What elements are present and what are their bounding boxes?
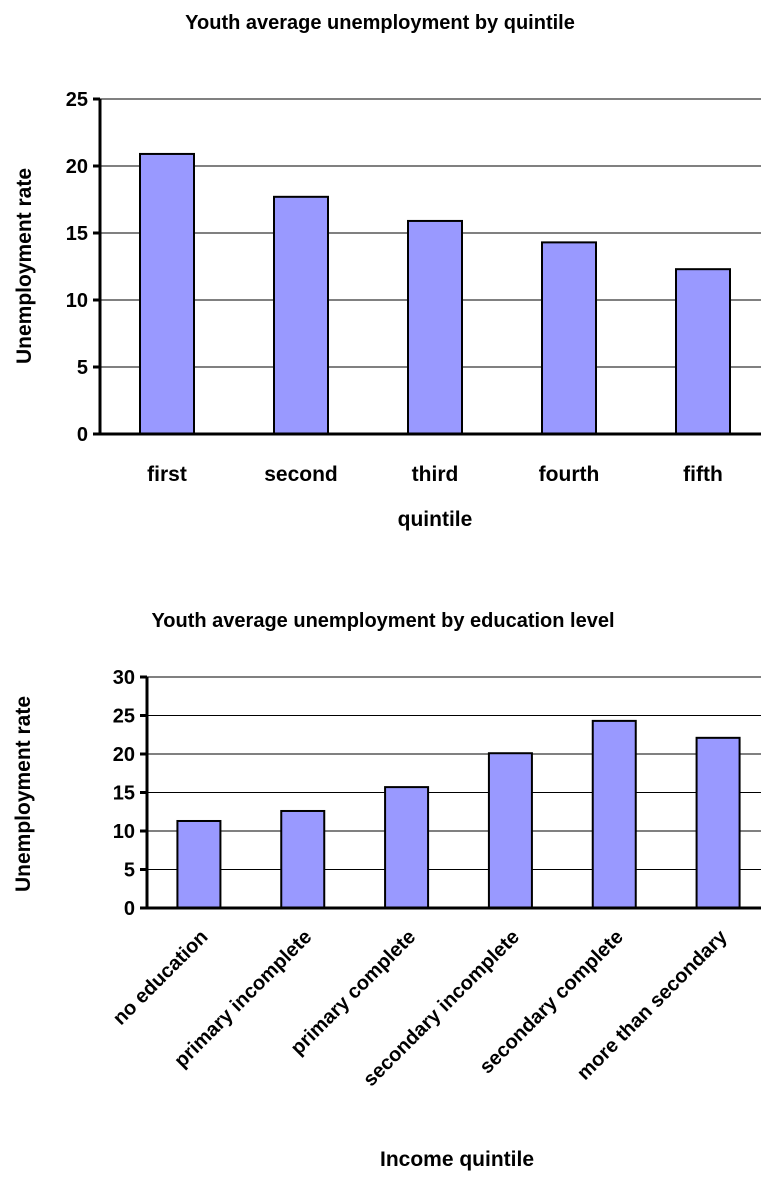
chart-1-x-ticks: first second third fourth fifth	[147, 463, 723, 486]
y-tick-label: 5	[77, 357, 88, 379]
chart-2-x-axis-label: Income quintile	[380, 1148, 534, 1171]
x-tick-label: third	[412, 463, 459, 486]
bar	[541, 241, 597, 435]
chart-1-title: Youth average unemployment by quintile	[185, 12, 575, 34]
chart-quintile: Youth average unemployment by quintile 0…	[13, 12, 761, 531]
bar	[273, 195, 329, 435]
chart-2-gridlines	[147, 676, 761, 870]
x-tick-label: fourth	[539, 463, 600, 486]
y-tick-label: 25	[113, 706, 135, 728]
bar	[176, 819, 222, 909]
x-tick-label: no education	[109, 926, 213, 1030]
y-tick-label: 30	[113, 667, 135, 689]
chart-2-y-axis-label: Unemployment rate	[12, 696, 35, 892]
y-tick-label: 5	[124, 860, 135, 882]
chart-1-bars	[139, 152, 731, 435]
x-tick-label: second	[264, 463, 338, 486]
y-tick-label: 10	[66, 290, 88, 312]
y-tick-label: 15	[66, 223, 88, 245]
y-tick-label: 15	[113, 783, 135, 805]
y-tick-label: 25	[66, 89, 88, 111]
y-tick-label: 10	[113, 821, 135, 843]
bar	[384, 786, 430, 909]
bar	[591, 719, 637, 910]
x-tick-label: first	[147, 463, 187, 486]
x-tick-label: fifth	[683, 463, 723, 486]
bar	[487, 752, 533, 909]
chart-2-title: Youth average unemployment by education …	[151, 610, 614, 632]
chart-education: Youth average unemployment by education …	[12, 610, 761, 1171]
chart-1-x-axis-label: quintile	[398, 508, 473, 531]
bar	[407, 219, 463, 435]
bar	[280, 809, 326, 909]
chart-1-y-axis-label: Unemployment rate	[13, 168, 36, 364]
chart-1-y-ticks: 0 5 10 15 20 25	[66, 89, 100, 446]
y-tick-label: 0	[77, 424, 88, 446]
bar	[675, 268, 731, 435]
y-tick-label: 20	[113, 744, 135, 766]
chart-2-y-ticks: 0 5 10 15 20 25 30	[113, 667, 147, 920]
chart-2-bars	[176, 719, 741, 910]
y-tick-label: 0	[124, 898, 135, 920]
bar	[695, 736, 741, 910]
bar	[139, 152, 195, 435]
y-tick-label: 20	[66, 156, 88, 178]
